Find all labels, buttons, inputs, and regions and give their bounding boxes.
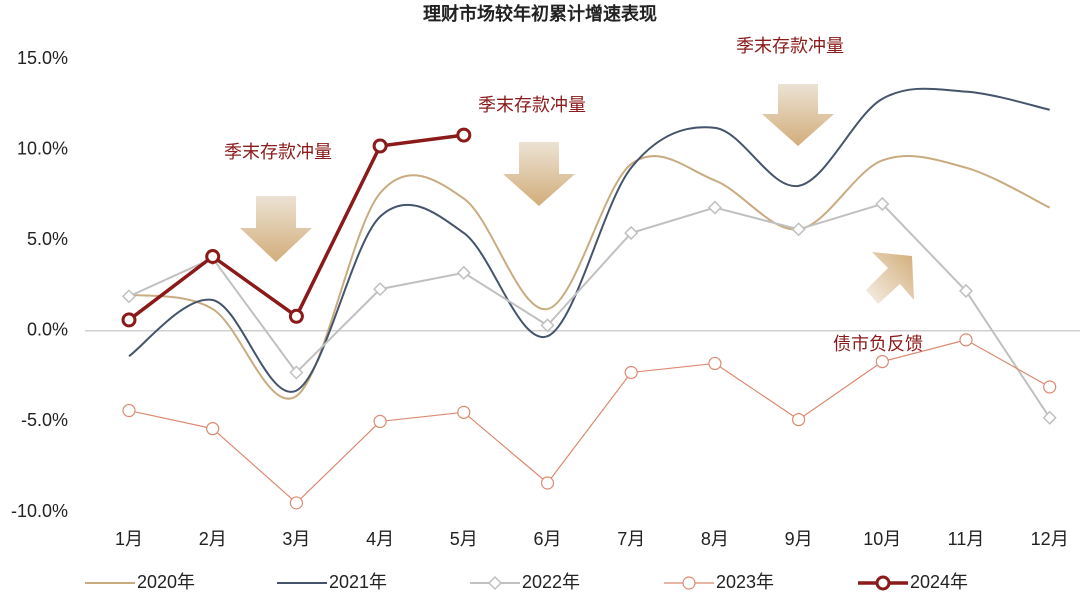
point — [289, 496, 303, 510]
series-line — [128, 339, 1050, 504]
annotation: 季末存款冲量 — [478, 95, 586, 115]
legend-marker — [875, 575, 891, 591]
point — [959, 333, 973, 347]
arrows — [240, 84, 914, 304]
point — [456, 265, 471, 280]
legend-label: 2023年 — [716, 572, 774, 592]
point — [457, 405, 471, 419]
legend-label: 2024年 — [910, 572, 968, 592]
x-tick-label: 3月 — [282, 529, 310, 549]
point — [791, 412, 806, 427]
y-tick-label: 5.0% — [27, 229, 68, 249]
point — [875, 196, 890, 212]
y-tick-label: 10.0% — [17, 138, 68, 158]
point — [540, 476, 555, 490]
series-line — [128, 87, 1050, 393]
point — [875, 355, 889, 369]
point — [1043, 380, 1057, 394]
legend-label: 2022年 — [522, 572, 580, 592]
point — [373, 414, 387, 428]
x-tick-label: 9月 — [785, 529, 813, 549]
point — [624, 225, 639, 241]
y-tick-label: 0.0% — [27, 320, 68, 340]
x-tick-label: 1月 — [115, 529, 143, 549]
point — [1042, 410, 1057, 425]
series-line — [128, 202, 1051, 419]
legend-marker — [487, 575, 503, 591]
point — [958, 283, 974, 298]
arrow — [866, 252, 914, 304]
legend-label: 2021年 — [329, 572, 387, 592]
point — [122, 403, 136, 418]
point — [624, 365, 638, 380]
x-tick-label: 8月 — [701, 529, 729, 549]
x-tick-label: 5月 — [450, 529, 478, 549]
legend-marker — [682, 576, 696, 590]
annotation: 季末存款冲量 — [736, 36, 844, 56]
x-tick-label: 2月 — [199, 529, 227, 549]
annotation: 季末存款冲量 — [224, 142, 332, 162]
point — [540, 318, 555, 333]
chart-title: 理财市场较年初累计增速表现 — [423, 3, 657, 24]
point — [121, 289, 137, 304]
y-tick-label: -5.0% — [21, 410, 68, 430]
legend-label: 2020年 — [137, 572, 195, 592]
point — [289, 365, 304, 380]
x-tick-label: 12月 — [1031, 529, 1069, 549]
arrow — [503, 142, 575, 206]
point — [288, 308, 304, 324]
x-tick-label: 7月 — [617, 529, 645, 549]
point — [707, 200, 722, 215]
point — [791, 222, 806, 237]
point — [373, 282, 388, 297]
x-tick-label: 4月 — [366, 529, 394, 549]
series-line — [128, 155, 1051, 400]
x-tick-label: 11月 — [948, 529, 985, 549]
x-tick-label: 10月 — [863, 529, 901, 549]
x-tick-label: 6月 — [533, 529, 561, 549]
point — [205, 249, 221, 265]
series-line — [127, 133, 465, 322]
point — [372, 138, 388, 154]
arrow — [762, 84, 834, 146]
point — [708, 356, 722, 371]
arrow — [240, 196, 312, 262]
annotation: 债市负反馈 — [833, 334, 923, 354]
point — [206, 422, 220, 436]
point — [121, 312, 137, 328]
y-tick-label: 15.0% — [17, 48, 68, 68]
point — [456, 127, 472, 143]
y-tick-label: -10.0% — [11, 501, 68, 521]
